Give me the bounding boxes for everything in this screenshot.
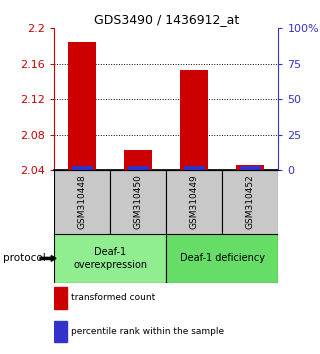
Bar [68,42,96,170]
Bar [54,234,166,283]
Bar [222,170,278,234]
Title: GDS3490 / 1436912_at: GDS3490 / 1436912_at [94,13,239,26]
Bar [180,70,208,170]
Text: GSM310450: GSM310450 [134,174,143,229]
Text: Deaf-1 deficiency: Deaf-1 deficiency [180,253,265,263]
Text: percentile rank within the sample: percentile rank within the sample [71,327,224,336]
Bar [128,166,149,170]
Bar [54,287,67,309]
Bar [72,166,93,170]
Bar [110,170,166,234]
Bar [166,234,278,283]
Text: GSM310452: GSM310452 [246,175,255,229]
Text: GSM310448: GSM310448 [78,175,87,229]
Bar [166,170,222,234]
Text: protocol: protocol [3,253,46,263]
Bar [124,149,152,170]
Text: GSM310449: GSM310449 [190,175,199,229]
Bar [54,170,110,234]
Bar [236,165,264,170]
Text: Deaf-1
overexpression: Deaf-1 overexpression [73,247,148,270]
Text: transformed count: transformed count [71,293,156,303]
Bar [184,166,205,170]
Bar [240,166,261,170]
Bar [54,321,67,342]
